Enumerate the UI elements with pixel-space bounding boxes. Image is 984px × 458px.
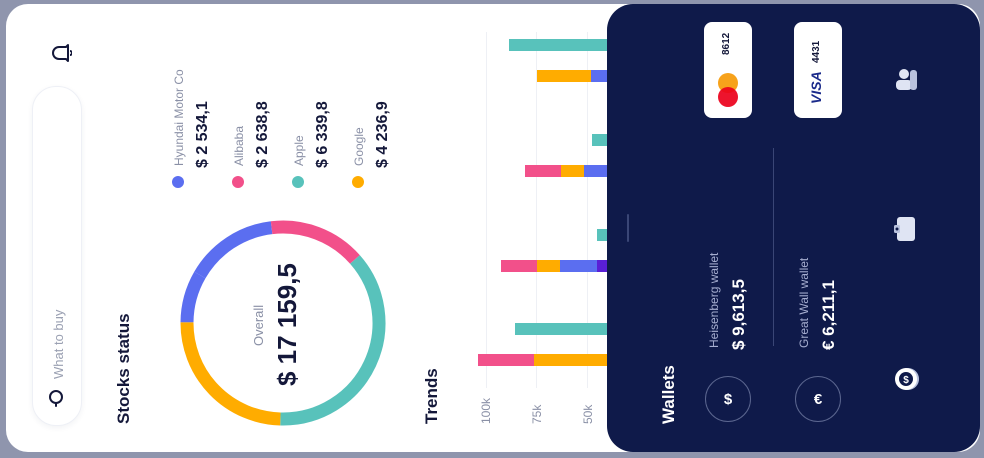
trend-bar bbox=[525, 165, 619, 177]
dollar-icon[interactable]: $ bbox=[705, 376, 751, 422]
trends-title: Trends bbox=[422, 368, 441, 424]
overall-label: Overall bbox=[251, 304, 266, 346]
trend-bar bbox=[501, 260, 619, 272]
stock-dot-hyundai bbox=[172, 176, 184, 188]
donut-segment-google bbox=[180, 322, 281, 426]
donut-segment-alibaba bbox=[270, 220, 360, 264]
search-bar[interactable] bbox=[32, 86, 82, 426]
wallet-name: Heisenberg wallet bbox=[707, 252, 721, 348]
wallet-value: € 6,211,1 bbox=[819, 280, 838, 350]
stock-name: Google bbox=[352, 127, 366, 166]
coin-icon[interactable]: $ bbox=[891, 364, 921, 394]
card-number: 4431 bbox=[811, 40, 822, 63]
card-number: 8612 bbox=[721, 32, 732, 55]
donut-segment-apple bbox=[280, 255, 386, 426]
trend-bar bbox=[509, 39, 619, 51]
stocks-title: Stocks status bbox=[114, 313, 133, 424]
euro-icon[interactable]: € bbox=[795, 376, 841, 422]
trend-bar bbox=[515, 323, 619, 335]
trend-bar-segment bbox=[515, 323, 619, 335]
grid-line-75k bbox=[536, 32, 537, 388]
wallet-name: Great Wall wallet bbox=[797, 257, 811, 348]
overall-value: $ 17 159,5 bbox=[272, 263, 302, 386]
trend-bar-segment bbox=[478, 354, 534, 366]
visa-logo: VISA bbox=[808, 71, 824, 104]
trend-bar-segment bbox=[561, 165, 584, 177]
mastercard-card[interactable]: 8612 bbox=[704, 22, 752, 118]
stock-value: $ 2 534,1 bbox=[194, 101, 211, 168]
stock-name: Alibaba bbox=[232, 125, 246, 166]
trend-bar-segment bbox=[509, 39, 619, 51]
stock-value: $ 2 638,8 bbox=[254, 101, 271, 168]
wallet-icon[interactable] bbox=[891, 214, 921, 244]
wallets-panel: Wallets 8612 4431 VISA Heisenberg wallet… bbox=[607, 4, 980, 452]
visa-card[interactable]: 4431 VISA bbox=[794, 22, 842, 118]
mastercard-logo bbox=[718, 73, 738, 107]
stock-dot-apple bbox=[292, 176, 304, 188]
stock-value: $ 4 236,9 bbox=[374, 101, 391, 168]
search-icon bbox=[49, 390, 63, 407]
stock-dot-alibaba bbox=[232, 176, 244, 188]
grid-line-50k bbox=[587, 32, 588, 388]
tick-label: 50k bbox=[581, 404, 595, 424]
divider bbox=[773, 148, 774, 346]
panel-handle[interactable] bbox=[627, 214, 629, 242]
stock-dot-google bbox=[352, 176, 364, 188]
tick-label: 75k bbox=[530, 404, 544, 424]
bell-icon[interactable] bbox=[50, 40, 72, 66]
wallet-value: $ 9,613,5 bbox=[729, 279, 748, 350]
users-icon[interactable] bbox=[891, 64, 921, 94]
trend-bar-segment bbox=[525, 165, 561, 177]
tick-label: 100k bbox=[479, 397, 493, 424]
trend-bar-segment bbox=[537, 70, 591, 82]
stock-value: $ 6 339,8 bbox=[314, 101, 331, 168]
app-window: Stocks status Hyundai Motor Co $ 2 534,1… bbox=[6, 4, 980, 452]
grid-line-100k bbox=[486, 32, 487, 388]
stock-name: Hyundai Motor Co bbox=[172, 69, 186, 166]
trend-bar-segment bbox=[560, 260, 597, 272]
search-input[interactable] bbox=[47, 169, 69, 379]
trend-bar-segment bbox=[501, 260, 537, 272]
trend-bar-segment bbox=[534, 354, 619, 366]
donut-segment-hyundai bbox=[180, 271, 206, 323]
svg-text:$: $ bbox=[903, 375, 909, 386]
trend-bar-segment bbox=[537, 260, 560, 272]
stock-name: Apple bbox=[292, 135, 306, 166]
wallets-title: Wallets bbox=[659, 365, 678, 424]
trend-bar bbox=[478, 354, 619, 366]
stocks-donut-chart bbox=[180, 220, 386, 426]
donut-segment-hyundai bbox=[194, 221, 273, 279]
